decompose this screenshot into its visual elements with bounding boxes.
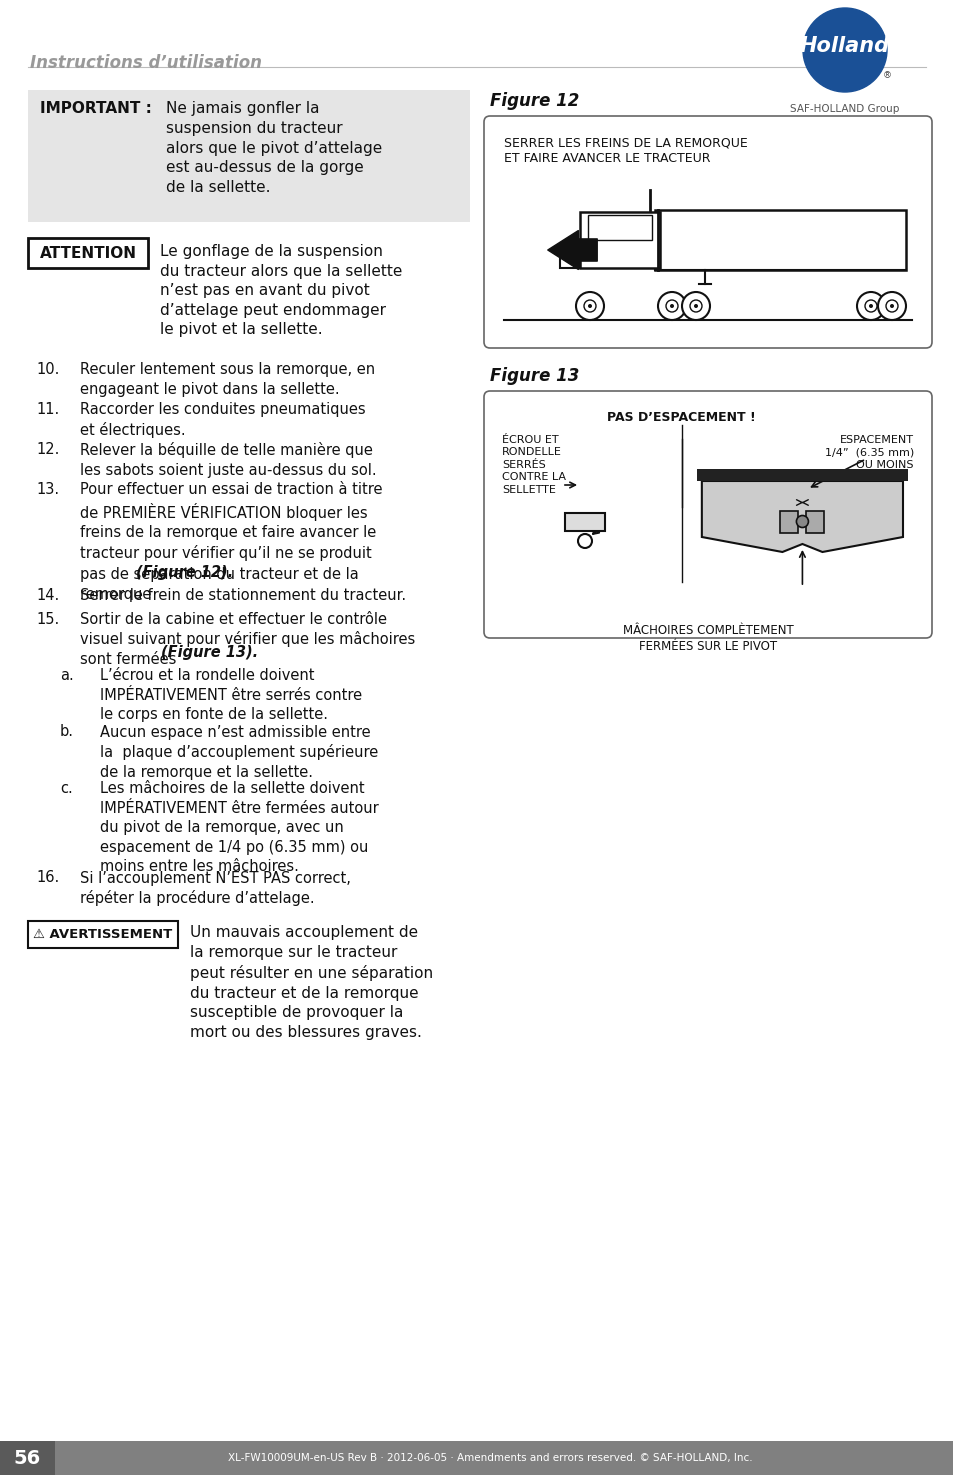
FancyBboxPatch shape: [483, 391, 931, 639]
Text: 15.: 15.: [36, 612, 59, 627]
Text: 56: 56: [13, 1448, 41, 1468]
Circle shape: [587, 304, 592, 308]
Text: Pour effectuer un essai de traction à titre
de PREMIÈRE VÉRIFICATION bloquer les: Pour effectuer un essai de traction à ti…: [80, 482, 382, 602]
Circle shape: [802, 7, 886, 91]
Text: SAF-HOLLAND Group: SAF-HOLLAND Group: [789, 105, 899, 114]
Bar: [805, 510, 823, 532]
Text: Instructions d’utilisation: Instructions d’utilisation: [30, 55, 262, 72]
Circle shape: [578, 534, 592, 549]
Text: (Figure 13).: (Figure 13).: [161, 645, 258, 659]
FancyBboxPatch shape: [28, 237, 148, 268]
Text: SERRER LES FREINS DE LA REMORQUE
ET FAIRE AVANCER LE TRACTEUR: SERRER LES FREINS DE LA REMORQUE ET FAIR…: [503, 136, 747, 165]
Text: (Figure 12).: (Figure 12).: [136, 565, 233, 580]
Text: Aucun espace n’est admissible entre
la  plaque d’accouplement supérieure
de la r: Aucun espace n’est admissible entre la p…: [100, 724, 377, 780]
Text: ®: ®: [882, 71, 890, 81]
Polygon shape: [701, 481, 902, 552]
Circle shape: [693, 304, 698, 308]
Text: 10.: 10.: [36, 361, 59, 378]
Text: XL-FW10009UM-en-US Rev B · 2012-06-05 · Amendments and errors reserved. © SAF-HO: XL-FW10009UM-en-US Rev B · 2012-06-05 · …: [228, 1453, 752, 1463]
Text: 13.: 13.: [36, 482, 59, 497]
Text: ESPACEMENT
1/4”  (6.35 mm)
OU MOINS: ESPACEMENT 1/4” (6.35 mm) OU MOINS: [824, 435, 913, 471]
Circle shape: [583, 299, 596, 313]
Text: Si l’accouplement N’EST PAS correct,
répéter la procédure d’attelage.: Si l’accouplement N’EST PAS correct, rép…: [80, 870, 351, 907]
Text: 16.: 16.: [36, 870, 59, 885]
Bar: [587, 215, 651, 240]
Circle shape: [665, 299, 678, 313]
Bar: [0, 1441, 55, 1475]
Circle shape: [877, 292, 905, 320]
Text: 11.: 11.: [36, 403, 59, 417]
Text: Sortir de la cabine et effectuer le contrôle
visuel suivant pour vérifier que le: Sortir de la cabine et effectuer le cont…: [80, 612, 415, 667]
FancyArrowPatch shape: [547, 230, 597, 270]
FancyBboxPatch shape: [28, 920, 178, 947]
Text: Figure 12: Figure 12: [490, 91, 578, 111]
Text: 12.: 12.: [36, 442, 59, 457]
Circle shape: [681, 292, 709, 320]
Text: Serrer le frein de stationnement du tracteur.: Serrer le frein de stationnement du trac…: [80, 589, 406, 603]
Text: Raccorder les conduites pneumatiques
et électriques.: Raccorder les conduites pneumatiques et …: [80, 403, 365, 438]
Text: MÂCHOIRES COMPLÈTEMENT
FERMÉES SUR LE PIVOT: MÂCHOIRES COMPLÈTEMENT FERMÉES SUR LE PI…: [622, 624, 793, 653]
Text: PAS D’ESPACEMENT !: PAS D’ESPACEMENT !: [607, 412, 756, 423]
FancyBboxPatch shape: [483, 117, 931, 348]
Bar: [696, 469, 907, 481]
Text: Reculer lentement sous la remorque, en
engageant le pivot dans la sellette.: Reculer lentement sous la remorque, en e…: [80, 361, 375, 397]
Text: a.: a.: [60, 668, 73, 683]
Text: L’écrou et la rondelle doivent
IMPÉRATIVEMENT être serrés contre
le corps en fon: L’écrou et la rondelle doivent IMPÉRATIV…: [100, 668, 362, 723]
Circle shape: [885, 299, 897, 313]
Text: Relever la béquille de telle manière que
les sabots soient juste au-dessus du so: Relever la béquille de telle manière que…: [80, 442, 376, 478]
Circle shape: [669, 304, 673, 308]
Circle shape: [576, 292, 603, 320]
Text: ATTENTION: ATTENTION: [39, 246, 136, 261]
Circle shape: [796, 515, 807, 528]
Circle shape: [868, 304, 872, 308]
Text: ÉCROU ET
RONDELLE
SERRÉS
CONTRE LA
SELLETTE: ÉCROU ET RONDELLE SERRÉS CONTRE LA SELLE…: [501, 435, 565, 494]
Text: Ne jamais gonfler la
suspension du tracteur
alors que le pivot d’attelage
est au: Ne jamais gonfler la suspension du tract…: [166, 100, 382, 195]
FancyBboxPatch shape: [28, 90, 470, 223]
Text: Figure 13: Figure 13: [490, 367, 578, 385]
Bar: [780, 510, 798, 532]
Circle shape: [689, 299, 701, 313]
Bar: [579, 212, 659, 268]
Circle shape: [658, 292, 685, 320]
Bar: [564, 513, 604, 531]
Text: Les mâchoires de la sellette doivent
IMPÉRATIVEMENT être fermées autour
du pivot: Les mâchoires de la sellette doivent IMP…: [100, 780, 378, 875]
Text: ⚠ AVERTISSEMENT: ⚠ AVERTISSEMENT: [33, 928, 172, 941]
Text: Un mauvais accouplement de
la remorque sur le tracteur
peut résulter en une sépa: Un mauvais accouplement de la remorque s…: [190, 925, 433, 1040]
Circle shape: [856, 292, 884, 320]
Circle shape: [864, 299, 876, 313]
Text: 14.: 14.: [36, 589, 59, 603]
Bar: [0, 1441, 953, 1475]
Bar: [655, 209, 905, 270]
Text: c.: c.: [60, 780, 72, 797]
Text: IMPORTANT :: IMPORTANT :: [40, 100, 152, 117]
Text: Le gonflage de la suspension
du tracteur alors que la sellette
n’est pas en avan: Le gonflage de la suspension du tracteur…: [160, 243, 402, 338]
Circle shape: [889, 304, 893, 308]
Text: Holland: Holland: [800, 35, 889, 56]
Polygon shape: [559, 240, 579, 268]
Text: b.: b.: [60, 724, 74, 739]
